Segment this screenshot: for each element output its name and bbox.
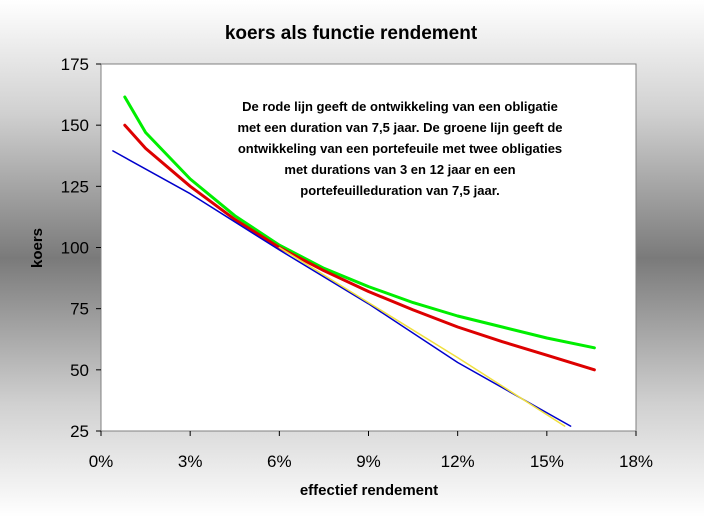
series-layer (112, 95, 596, 427)
y-axis-title: koers (29, 228, 46, 268)
series-line-4 (278, 246, 566, 427)
series-line-2 (123, 123, 596, 372)
y-tick-label: 125 (61, 177, 89, 196)
y-tick-label: 50 (70, 361, 89, 380)
y-axis: 25 50 75 100 125 150 175 (61, 55, 101, 441)
series-line-3 (112, 150, 572, 427)
x-tick-label: 0% (89, 452, 114, 471)
x-tick-label: 12% (441, 452, 475, 471)
y-tick-label: 175 (61, 55, 89, 74)
y-tick-label: 100 (61, 239, 89, 258)
y-tick-label: 75 (70, 300, 89, 319)
x-tick-label: 18% (619, 452, 653, 471)
annotation-line-1: De rode lijn geeft de ontwikkeling van e… (242, 99, 558, 114)
x-axis: 0% 3% 6% 9% 12% 15% 18% (89, 431, 653, 471)
annotation-line-2: met een duration van 7,5 jaar. De groene… (237, 120, 562, 135)
series-line-1 (123, 95, 596, 350)
annotation-box: De rode lijn geeft de ontwikkeling van e… (237, 99, 562, 198)
y-tick-label: 150 (61, 116, 89, 135)
x-tick-label: 15% (530, 452, 564, 471)
x-tick-label: 9% (356, 452, 381, 471)
y-tick-label: 25 (70, 422, 89, 441)
x-tick-label: 3% (178, 452, 203, 471)
annotation-line-4: met durations van 3 en 12 jaar en een (284, 162, 515, 177)
x-tick-label: 6% (267, 452, 292, 471)
chart-title: koers als functie rendement (225, 23, 478, 44)
annotation-line-3: ontwikkeling van een portefeuile met twe… (238, 141, 562, 156)
plot-area (100, 63, 637, 432)
annotation-line-5: portefeuilleduration van 7,5 jaar. (300, 183, 499, 198)
x-axis-title: effectief rendement (300, 482, 438, 499)
